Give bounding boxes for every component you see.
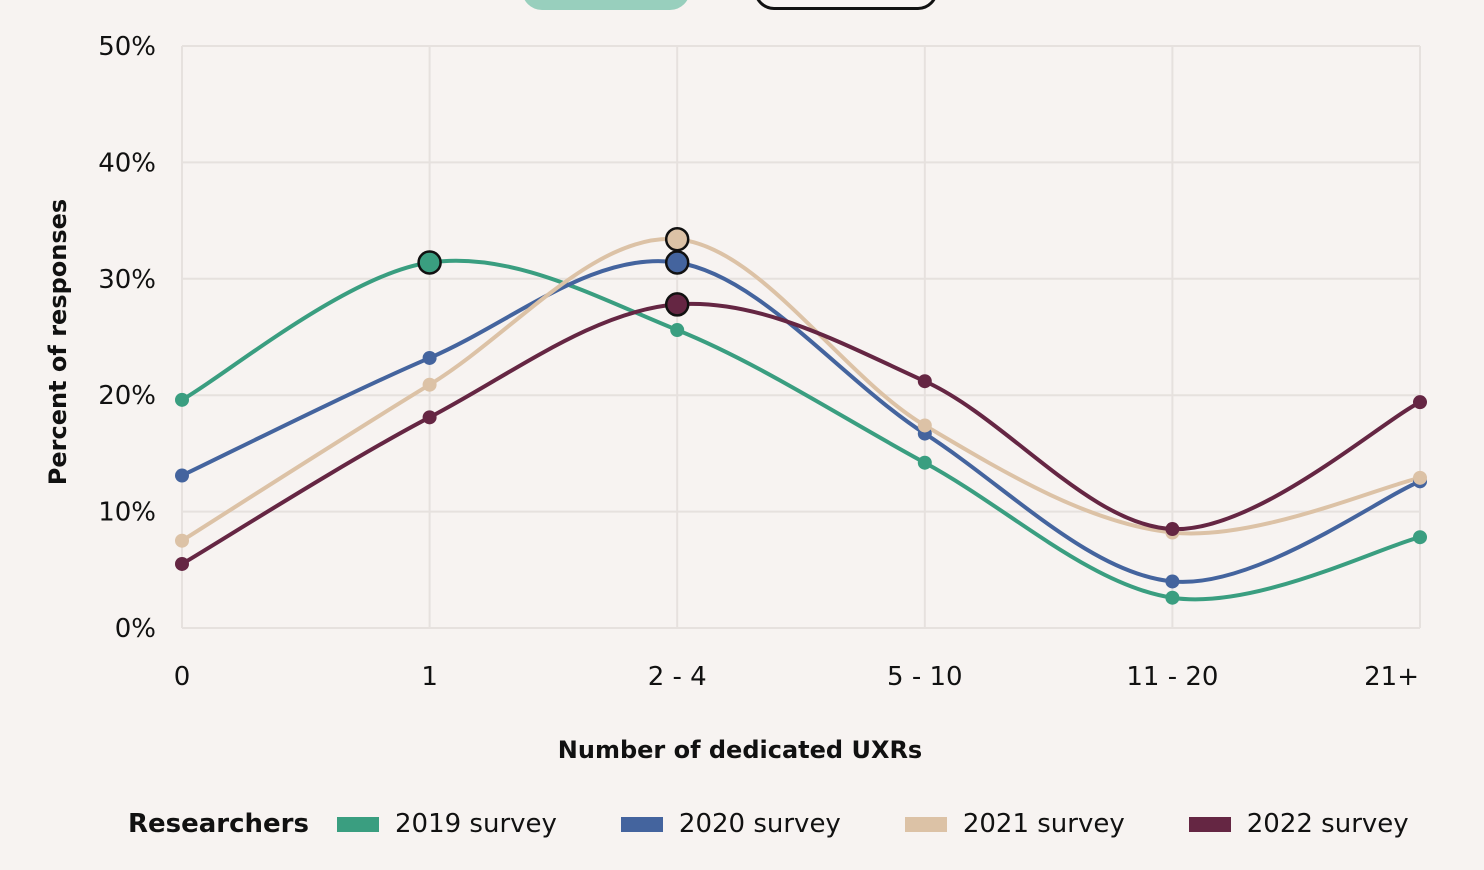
x-tick-label: 2 - 4 bbox=[648, 662, 707, 692]
data-point[interactable] bbox=[422, 377, 437, 392]
legend-label: 2020 survey bbox=[678, 809, 841, 839]
data-point[interactable] bbox=[175, 556, 189, 571]
legend-label: 2022 survey bbox=[1246, 809, 1409, 839]
x-tick-label: 0 bbox=[174, 662, 191, 692]
data-point[interactable] bbox=[422, 350, 437, 365]
data-point[interactable] bbox=[175, 533, 189, 548]
data-point[interactable] bbox=[1165, 522, 1180, 537]
highlighted-data-point[interactable] bbox=[664, 226, 690, 252]
series-line-2020-survey bbox=[180, 259, 1422, 584]
highlighted-data-point[interactable] bbox=[417, 250, 442, 275]
y-axis-ticks: 0% 10% 20% 30% 40% 50% bbox=[98, 32, 156, 644]
legend-item[interactable]: 2020 survey bbox=[620, 809, 841, 839]
x-tick-label: 5 - 10 bbox=[887, 662, 963, 692]
data-point[interactable] bbox=[917, 455, 932, 470]
legend-item[interactable]: 2019 survey bbox=[336, 809, 557, 839]
grid-lines bbox=[181, 45, 1421, 629]
legend-swatch bbox=[1188, 816, 1231, 832]
x-tick-label: 1 bbox=[421, 662, 438, 692]
x-axis-title: Number of dedicated UXRs bbox=[558, 736, 922, 764]
view-toggle-researchers-button[interactable] bbox=[522, 0, 690, 10]
y-tick-label: 0% bbox=[115, 614, 156, 644]
legend-label: 2019 survey bbox=[394, 809, 557, 839]
legend-label: 2021 survey bbox=[962, 809, 1125, 839]
series-lines bbox=[180, 237, 1422, 602]
data-point[interactable] bbox=[917, 418, 932, 433]
data-point[interactable] bbox=[670, 323, 685, 338]
y-tick-label: 50% bbox=[98, 32, 156, 62]
data-point[interactable] bbox=[1413, 395, 1427, 410]
legend-item[interactable]: 2021 survey bbox=[904, 809, 1125, 839]
y-axis-title: Percent of responses bbox=[44, 199, 72, 485]
y-tick-label: 30% bbox=[98, 265, 156, 295]
x-axis-ticks: 0 1 2 - 4 5 - 10 11 - 20 21+ bbox=[174, 662, 1419, 692]
series-line-2021-survey bbox=[180, 237, 1422, 543]
data-point[interactable] bbox=[1165, 590, 1180, 605]
legend-swatch bbox=[904, 816, 947, 832]
data-point[interactable] bbox=[175, 468, 189, 483]
data-point[interactable] bbox=[1165, 574, 1180, 589]
legend-swatch bbox=[336, 816, 379, 832]
chart-legend: Researchers 2019 survey 2020 survey 2021 s… bbox=[128, 804, 1473, 844]
data-point[interactable] bbox=[175, 392, 189, 407]
data-point[interactable] bbox=[422, 410, 437, 425]
legend-swatch bbox=[620, 816, 663, 832]
y-tick-label: 20% bbox=[98, 381, 156, 411]
legend-title: Researchers bbox=[128, 809, 309, 839]
x-tick-label: 11 - 20 bbox=[1126, 662, 1218, 692]
series-line-2022-survey bbox=[180, 301, 1422, 566]
y-tick-label: 40% bbox=[98, 148, 156, 178]
data-point[interactable] bbox=[1413, 530, 1427, 545]
series-points bbox=[175, 226, 1427, 605]
data-point[interactable] bbox=[917, 374, 932, 389]
y-tick-label: 10% bbox=[98, 498, 156, 528]
highlighted-data-point[interactable] bbox=[664, 292, 690, 317]
series-line-2019-survey bbox=[180, 258, 1422, 602]
highlighted-data-point[interactable] bbox=[664, 250, 690, 275]
line-chart: 0% 10% 20% 30% 40% 50% 0 1 2 - 4 5 - 10 11 - 20 21… bbox=[44, 32, 1427, 764]
legend-item[interactable]: 2022 survey bbox=[1188, 809, 1409, 839]
x-tick-label: 21+ bbox=[1364, 662, 1419, 692]
data-point[interactable] bbox=[1413, 470, 1427, 485]
